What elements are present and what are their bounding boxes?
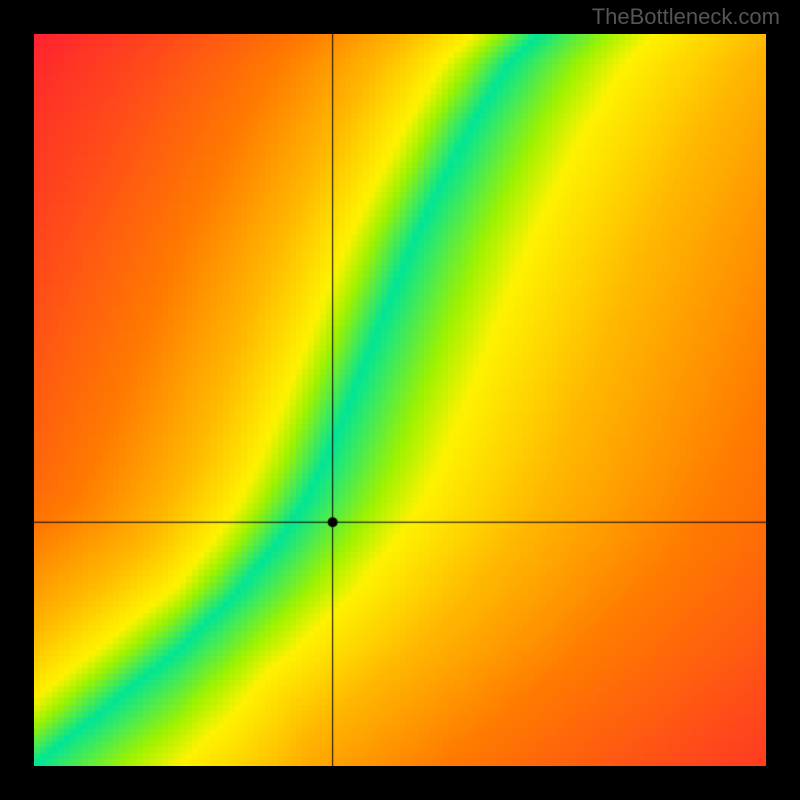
watermark-text: TheBottleneck.com [592,4,780,30]
heatmap-canvas [34,34,766,766]
plot-area [34,34,766,766]
chart-container: TheBottleneck.com [0,0,800,800]
